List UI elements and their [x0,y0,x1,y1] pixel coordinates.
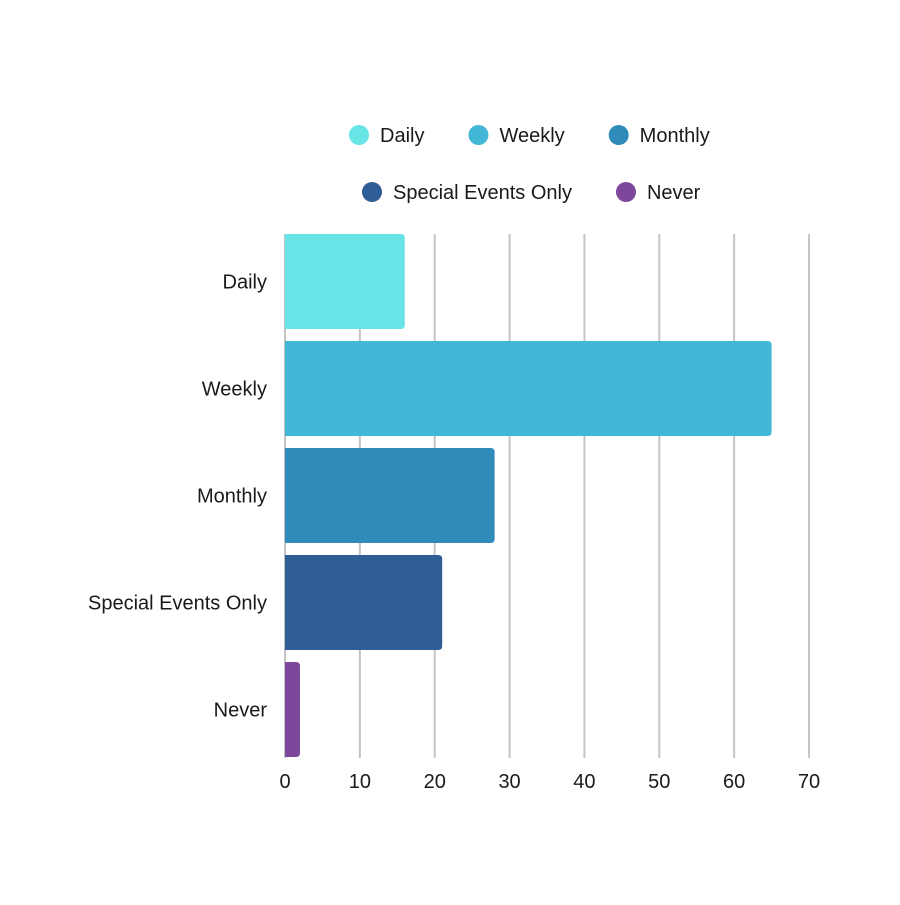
legend-label-special-events-only: Special Events Only [393,182,572,204]
category-label-never: Never [214,700,268,722]
legend-swatch-monthly [608,125,629,145]
legend-swatch-weekly [468,125,489,145]
legend-item-daily: Daily [349,125,424,147]
legend-label-never: Never [647,182,701,204]
category-label-daily: Daily [223,272,267,294]
legend-item-special-events-only: Special Events Only [362,182,572,204]
bars [285,234,772,757]
x-tick-label-30: 30 [498,771,520,793]
legend: Daily Weekly Monthly Special Events Only Nev… [349,125,710,204]
x-tick-label-50: 50 [648,771,670,793]
legend-item-weekly: Weekly [468,125,565,147]
x-tick-label-20: 20 [424,771,446,793]
legend-item-monthly: Monthly [608,125,710,147]
bar-daily [285,234,405,329]
bar-monthly [285,448,495,543]
legend-swatch-daily [349,125,369,145]
x-tick-label-40: 40 [573,771,595,793]
bar-special-events-only [285,555,443,650]
bar-weekly [285,341,772,436]
bar-never [285,662,300,757]
legend-swatch-special-events-only [362,182,382,202]
x-axis-ticks: 0 10 20 30 40 50 60 70 [279,771,820,793]
x-tick-label-70: 70 [798,771,820,793]
legend-label-daily: Daily [380,125,424,147]
x-tick-label-10: 10 [349,771,371,793]
legend-label-monthly: Monthly [640,125,710,147]
legend-label-weekly: Weekly [499,125,564,147]
x-tick-label-60: 60 [723,771,745,793]
category-label-special-events-only: Special Events Only [88,593,267,615]
legend-item-never: Never [615,182,701,204]
legend-swatch-never [615,182,636,202]
x-tick-label-0: 0 [279,771,290,793]
category-labels: Daily Weekly Monthly Special Events Only Nev… [88,272,267,722]
category-label-weekly: Weekly [202,379,267,401]
category-label-monthly: Monthly [197,486,267,508]
